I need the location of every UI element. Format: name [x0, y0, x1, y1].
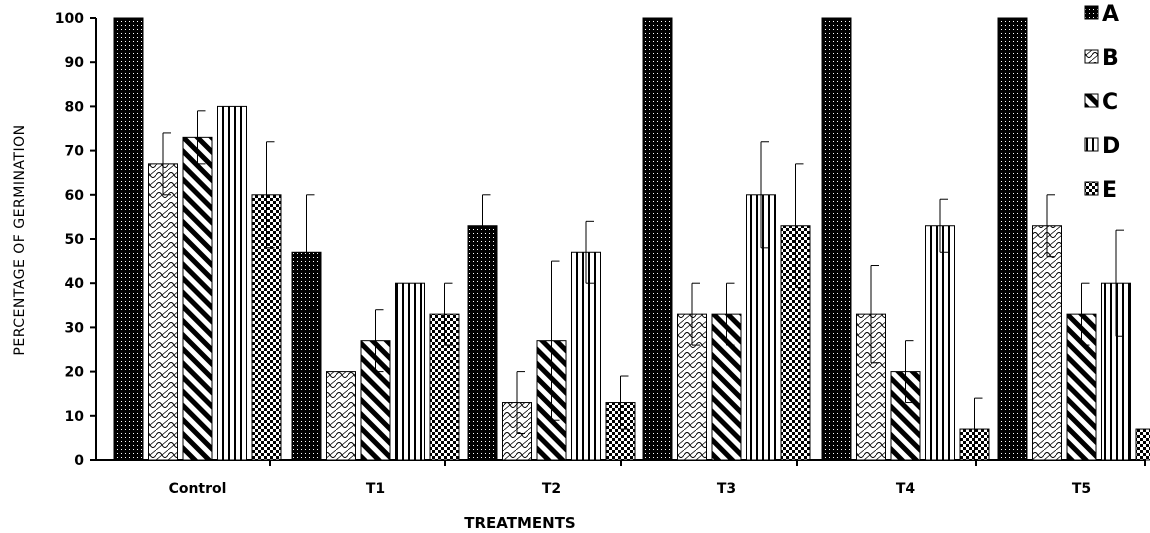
y-tick-label: 60: [65, 188, 85, 204]
x-tick-label: T5: [1072, 481, 1091, 497]
legend-label-e: E: [1102, 178, 1117, 203]
y-tick-label: 10: [65, 409, 85, 425]
x-tick-label: T1: [366, 481, 385, 497]
legend-swatch-b: [1084, 49, 1099, 64]
legend-label-a: A: [1102, 2, 1119, 27]
y-tick-label: 0: [74, 453, 84, 469]
y-tick-label: 90: [65, 55, 85, 71]
bar-c-control: [182, 136, 213, 461]
bar-a-t4: [821, 17, 852, 461]
x-tick-label: T3: [717, 481, 736, 497]
bar-a-control: [113, 17, 144, 461]
bar-d-control: [217, 105, 247, 461]
y-tick-label: 80: [65, 99, 85, 115]
y-tick-label: 100: [55, 11, 84, 27]
y-tick-label: 50: [65, 232, 85, 248]
legend-swatch-a: [1084, 5, 1099, 20]
bar-a-t2: [467, 225, 498, 461]
legend-swatch-c: [1084, 93, 1099, 108]
bar-d-t4: [925, 225, 955, 461]
y-tick-label: 20: [65, 365, 85, 381]
bar-a-t3: [642, 17, 673, 461]
x-tick-label: T2: [542, 481, 561, 497]
legend-label-d: D: [1102, 134, 1120, 159]
legend-swatch-d: [1084, 137, 1099, 152]
legend-swatch-e: [1084, 181, 1099, 196]
y-tick-label: 30: [65, 320, 85, 336]
bar-d-t1: [395, 282, 425, 461]
y-tick-label: 40: [65, 276, 85, 292]
y-tick-label: 70: [65, 144, 85, 160]
x-tick-label: Control: [169, 481, 227, 497]
bar-b-t1: [326, 371, 356, 461]
bar-b-t5: [1032, 225, 1062, 461]
legend-label-b: B: [1102, 46, 1119, 71]
x-tick-label: T4: [896, 481, 916, 497]
legend-label-c: C: [1102, 90, 1118, 115]
bar-e-t5: [1135, 428, 1150, 461]
y-axis-title: PERCENTAGE OF GERMINATION: [12, 124, 28, 355]
bar-d-t2: [571, 251, 601, 461]
bar-b-control: [148, 163, 178, 461]
bar-a-t5: [997, 17, 1028, 461]
x-axis-title: TREATMENTS: [464, 514, 575, 532]
